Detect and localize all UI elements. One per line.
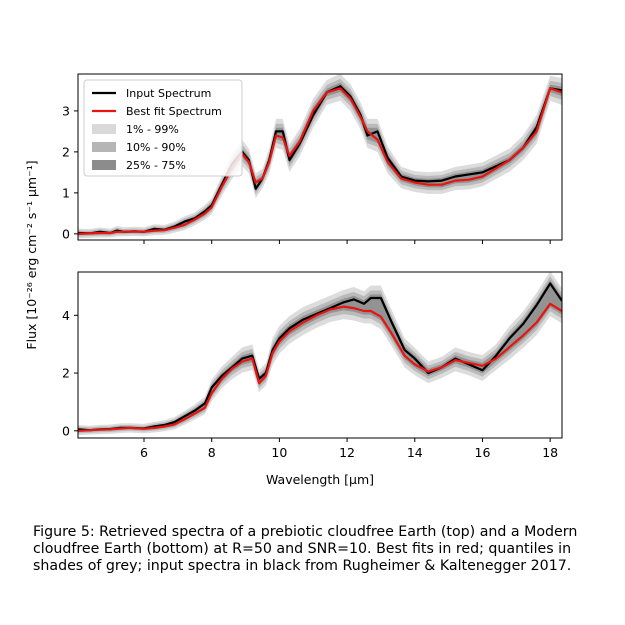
best-fit-line [78,87,562,235]
y-tick-label: 0 [62,423,70,438]
legend-label: 25% - 75% [126,159,186,172]
input-spectrum-line [78,85,562,235]
y-tick-label: 2 [62,144,70,159]
y-tick-label: 4 [62,308,70,323]
legend-patch [92,160,116,170]
y-axis-label: Flux [10⁻²⁶ erg cm⁻² s⁻¹ μm⁻¹] [24,160,39,349]
legend-label: Best fit Spectrum [126,105,222,118]
x-tick-label: 6 [140,445,148,460]
best-fit-line [78,302,562,432]
x-tick-label: 12 [339,445,355,460]
legend-patch [92,124,116,134]
quantile-band-10-90 [78,276,562,434]
legend-box [83,79,243,177]
x-tick-label: 18 [542,445,558,460]
quantile-band-1-99 [78,272,562,436]
quantile-band-25-75 [78,279,562,433]
y-tick-label: 2 [62,366,70,381]
quantile-band-10-90 [78,78,562,237]
plot-area [78,74,562,239]
axes-frame [77,271,563,439]
axes-frame [77,73,563,241]
legend-label: 1% - 99% [126,123,179,136]
legend-label: Input Spectrum [126,87,211,100]
y-tick-label: 0 [62,226,70,241]
x-tick-label: 8 [208,445,216,460]
plot-area [78,272,562,436]
bottom-panel: 0 2 4 6 8 10 12 14 16 18 Wavelength [μm] [62,271,563,487]
y-tick-label: 3 [62,103,70,118]
legend-patch [92,142,116,152]
x-tick-label: 14 [407,445,423,460]
top-panel: 0 1 2 3 Input Spectrum Best fit Spectrum 1% - … [62,73,563,244]
x-axis-label: Wavelength [μm] [266,472,374,487]
x-tick-label: 16 [475,445,491,460]
y-tick-label: 1 [62,185,70,200]
legend-label: 10% - 90% [126,141,186,154]
x-tick-label: 10 [271,445,287,460]
figure-caption: Figure 5: Retrieved spectra of a prebiot… [33,524,578,574]
